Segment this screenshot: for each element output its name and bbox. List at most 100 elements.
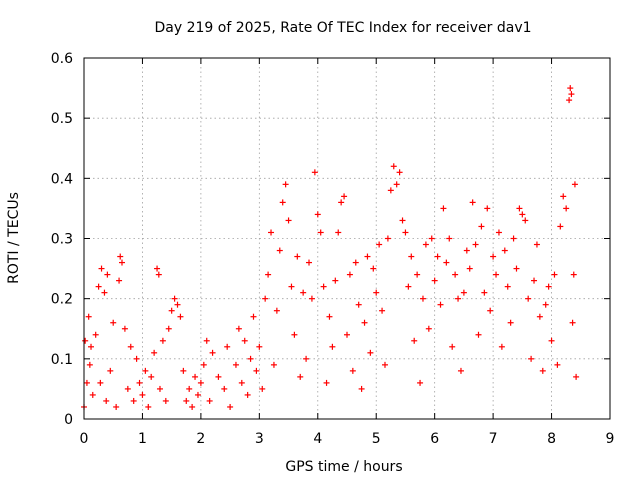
data-point: [402, 229, 409, 236]
data-point: [452, 271, 459, 278]
data-point: [457, 367, 464, 374]
axis-ticks: [83, 57, 611, 420]
data-point: [285, 217, 292, 224]
data-point: [367, 349, 374, 356]
data-point: [460, 289, 467, 296]
data-point: [194, 391, 201, 398]
x-axis-label: GPS time / hours: [285, 459, 402, 475]
data-point: [437, 301, 444, 308]
data-point: [180, 367, 187, 374]
data-point: [294, 253, 301, 260]
y-tick-label: 0.5: [51, 111, 73, 127]
data-point: [124, 385, 131, 392]
data-point: [469, 199, 476, 206]
data-point: [300, 289, 307, 296]
data-point: [408, 253, 415, 260]
y-tick-label: 0.6: [51, 51, 73, 67]
data-points: [81, 85, 580, 410]
data-point: [186, 385, 193, 392]
data-point: [567, 85, 574, 92]
data-point: [472, 241, 479, 248]
data-point: [253, 367, 260, 374]
data-point: [177, 313, 184, 320]
data-point: [443, 259, 450, 266]
data-point: [539, 367, 546, 374]
data-point: [174, 301, 181, 308]
x-tick-label: 7: [489, 431, 498, 447]
data-point: [127, 343, 134, 350]
data-point: [306, 259, 313, 266]
data-point: [247, 355, 254, 362]
chart-title: Day 219 of 2025, Rate Of TEC Index for r…: [154, 20, 531, 36]
y-tick-label: 0.2: [51, 292, 73, 308]
data-point: [323, 379, 330, 386]
data-point: [215, 373, 222, 380]
data-point: [414, 271, 421, 278]
data-point: [171, 295, 178, 302]
data-point: [493, 271, 500, 278]
data-point: [475, 331, 482, 338]
data-point: [276, 247, 283, 254]
data-point: [545, 283, 552, 290]
data-point: [86, 361, 93, 368]
data-point: [542, 301, 549, 308]
data-point: [291, 331, 298, 338]
y-tick-label: 0: [64, 412, 73, 428]
data-point: [560, 193, 567, 200]
data-point: [332, 277, 339, 284]
data-point: [495, 229, 502, 236]
data-point: [183, 397, 190, 404]
data-point: [487, 307, 494, 314]
data-point: [308, 295, 315, 302]
data-point: [466, 265, 473, 272]
data-point: [142, 367, 149, 374]
data-point: [431, 277, 438, 284]
data-point: [279, 199, 286, 206]
data-point: [113, 403, 120, 410]
data-point: [121, 325, 128, 332]
data-point: [519, 211, 526, 218]
data-point: [568, 91, 575, 98]
data-point: [455, 295, 462, 302]
y-tick-label: 0.3: [51, 232, 73, 248]
data-point: [268, 229, 275, 236]
data-point: [516, 205, 523, 212]
data-point: [97, 379, 104, 386]
x-tick-label: 3: [255, 431, 264, 447]
data-point: [425, 325, 432, 332]
data-point: [393, 181, 400, 188]
data-point: [481, 289, 488, 296]
data-point: [525, 295, 532, 302]
data-point: [168, 307, 175, 314]
data-point: [117, 253, 124, 260]
data-point: [570, 271, 577, 278]
data-point: [159, 337, 166, 344]
data-point: [498, 343, 505, 350]
x-tick-label: 6: [430, 431, 439, 447]
data-point: [417, 379, 424, 386]
data-point: [569, 319, 576, 326]
data-point: [446, 235, 453, 242]
data-point: [364, 253, 371, 260]
data-point: [531, 277, 538, 284]
data-point: [154, 265, 161, 272]
data-point: [206, 397, 213, 404]
data-point: [241, 337, 248, 344]
data-point: [197, 379, 204, 386]
data-point: [221, 385, 228, 392]
data-point: [571, 181, 578, 188]
data-point: [314, 211, 321, 218]
data-point: [422, 241, 429, 248]
data-point: [265, 271, 272, 278]
data-point: [510, 235, 517, 242]
data-point: [411, 337, 418, 344]
data-point: [107, 367, 114, 374]
data-point: [501, 247, 508, 254]
data-point: [373, 289, 380, 296]
data-point: [116, 277, 123, 284]
data-point: [203, 337, 210, 344]
x-tick-label: 0: [80, 431, 89, 447]
data-point: [189, 403, 196, 410]
data-point: [145, 403, 152, 410]
